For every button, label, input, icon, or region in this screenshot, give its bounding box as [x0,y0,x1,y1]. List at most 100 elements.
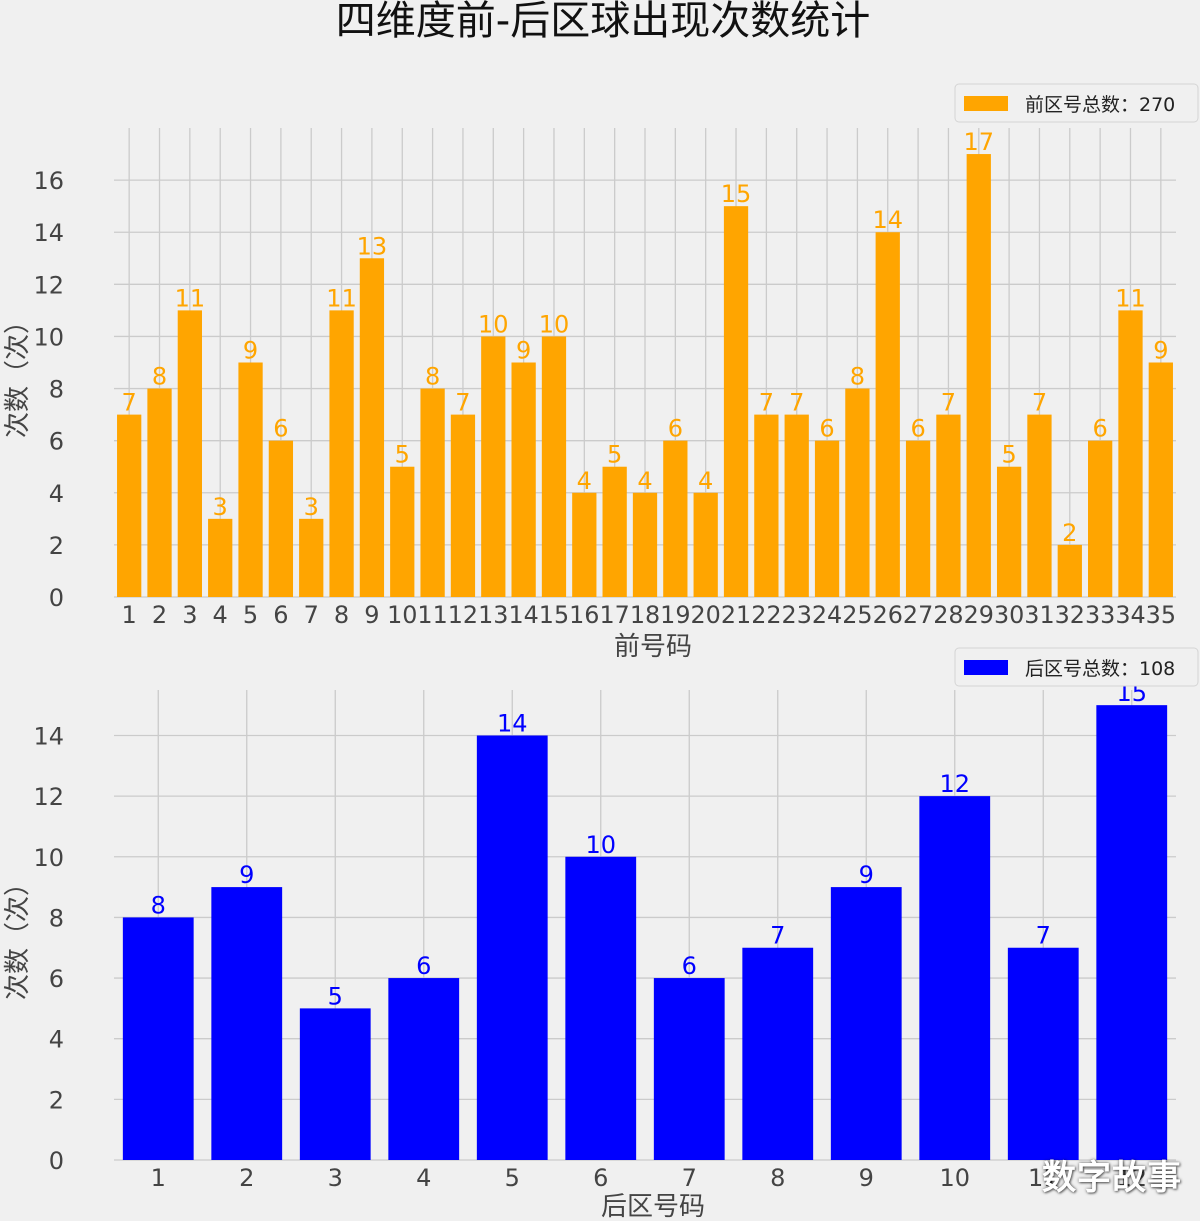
bar [299,1008,371,1160]
x-tick-label: 3 [328,1164,343,1192]
bar [905,440,931,597]
y-tick-label: 14 [33,219,64,247]
bar-value-label: 15 [721,180,752,208]
x-tick-label: 2 [152,601,167,629]
x-tick-label: 3 [182,601,197,629]
x-tick-label: 6 [593,1164,608,1192]
bar-value-label: 11 [175,284,206,312]
bar [966,154,991,598]
bar [663,440,688,597]
x-tick-label: 21 [721,601,751,629]
bar [572,492,597,597]
x-tick-label: 2 [239,1164,254,1192]
bar [390,466,415,597]
x-tick-label: 35 [1146,601,1176,629]
bar [511,362,536,597]
bar [742,947,814,1160]
bar-value-label: 7 [1036,922,1051,950]
x-axis-label: 后区号码 [601,1192,705,1221]
bar [1057,544,1082,597]
y-tick-label: 0 [49,584,64,612]
bar [476,735,548,1160]
bar [147,388,172,597]
legend-swatch [964,96,1008,111]
bar [1148,362,1173,597]
bar [845,388,870,597]
y-axis-label: 次数（次） [3,870,33,1000]
x-tick-label: 12 [1116,1164,1147,1192]
bar [1118,310,1143,597]
x-tick-label: 18 [630,601,660,629]
bar-value-label: 7 [759,389,774,417]
bar-value-label: 9 [516,337,531,365]
bar [875,232,900,597]
bar [723,206,749,597]
bar [1096,705,1168,1160]
y-tick-label: 14 [33,722,64,750]
legend-swatch [964,660,1008,675]
bar [329,310,354,597]
bar-value-label: 3 [213,493,228,521]
x-tick-label: 29 [964,601,994,629]
x-tick-label: 7 [304,601,319,629]
bar [565,856,637,1160]
x-tick-label: 8 [770,1164,785,1192]
bar-value-label: 9 [1153,337,1168,365]
back-zone-chart: 0246810121481925364145106677899121071115… [3,647,1199,1221]
bar-value-label: 8 [850,363,865,391]
bar-value-label: 9 [239,861,254,889]
bar [450,414,476,597]
y-tick-label: 8 [49,376,64,404]
bar-value-label: 14 [872,206,903,234]
x-tick-label: 14 [508,601,538,629]
x-tick-label: 25 [842,601,872,629]
x-tick-label: 28 [933,601,963,629]
bar-value-label: 7 [941,389,956,417]
bar [122,917,194,1160]
legend-box [954,647,1199,687]
x-axis-label: 前号码 [614,632,692,662]
x-tick-label: 26 [873,601,903,629]
x-tick-label: 1 [122,601,137,629]
bar [208,518,233,597]
y-tick-label: 6 [49,965,64,993]
bar-value-label: 5 [328,982,343,1010]
bar-value-label: 17 [963,128,994,156]
bar-value-label: 7 [455,389,470,417]
y-tick-label: 2 [49,1086,64,1114]
bar-value-label: 6 [416,952,431,980]
x-tick-label: 8 [334,601,349,629]
x-tick-label: 12 [448,601,478,629]
x-tick-label: 5 [505,1164,520,1192]
bar-value-label: 5 [1001,441,1016,469]
bar [784,414,809,597]
bar [936,414,961,597]
bar [830,887,902,1160]
x-tick-label: 4 [416,1164,431,1192]
bar-value-label: 8 [152,363,167,391]
bar [996,466,1022,597]
bar-value-label: 6 [910,415,925,443]
bar-value-label: 6 [1093,415,1108,443]
x-tick-label: 10 [387,601,417,629]
bar-value-label: 4 [637,467,652,495]
bar [754,414,779,597]
y-tick-label: 8 [49,904,64,932]
bar [541,336,567,597]
bar-value-label: 13 [357,232,388,260]
y-axis-label: 次数（次） [3,308,33,438]
legend-box [954,83,1199,123]
y-tick-label: 10 [33,844,64,872]
bar [388,978,460,1160]
x-tick-label: 13 [478,601,508,629]
y-tick-label: 12 [33,271,64,299]
x-tick-label: 20 [691,601,721,629]
x-tick-label: 16 [569,601,599,629]
x-tick-label: 11 [1028,1164,1059,1192]
x-tick-label: 22 [751,601,781,629]
x-tick-label: 7 [682,1164,697,1192]
bar-value-label: 5 [607,441,622,469]
x-tick-label: 5 [243,601,258,629]
bar-value-label: 7 [770,922,785,950]
bar-value-label: 2 [1062,519,1077,547]
